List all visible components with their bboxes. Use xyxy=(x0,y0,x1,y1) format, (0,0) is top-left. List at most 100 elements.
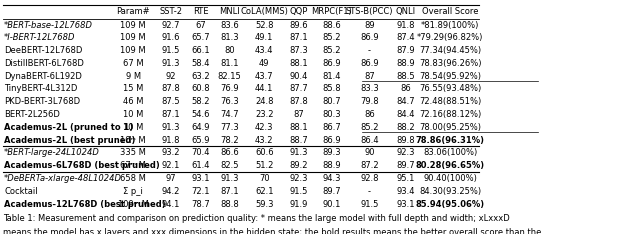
Text: 88.1: 88.1 xyxy=(289,123,308,132)
Text: 65.9: 65.9 xyxy=(191,136,210,145)
Text: 78.00(95.25%): 78.00(95.25%) xyxy=(419,123,481,132)
Text: 86: 86 xyxy=(400,84,411,94)
Text: 87.7: 87.7 xyxy=(289,84,308,94)
Text: 54.6: 54.6 xyxy=(191,110,210,119)
Text: 77.3: 77.3 xyxy=(220,123,239,132)
Text: *BERT-large-24L1024D: *BERT-large-24L1024D xyxy=(4,148,100,157)
Text: 88.1: 88.1 xyxy=(289,59,308,68)
Text: 79.8: 79.8 xyxy=(360,97,379,106)
Text: 87.5: 87.5 xyxy=(161,97,180,106)
Text: MNLI: MNLI xyxy=(220,7,240,16)
Text: Σ p_i: Σ p_i xyxy=(124,187,143,196)
Text: 91.9: 91.9 xyxy=(289,200,308,208)
Text: 67: 67 xyxy=(195,21,206,29)
Text: 87.8: 87.8 xyxy=(289,97,308,106)
Text: 52.8: 52.8 xyxy=(255,21,273,29)
Text: 91.8: 91.8 xyxy=(396,21,415,29)
Text: *I-BERT-12L768D: *I-BERT-12L768D xyxy=(4,33,76,42)
Text: 94.2: 94.2 xyxy=(162,187,180,196)
Text: QQP: QQP xyxy=(289,7,308,16)
Text: 88.5: 88.5 xyxy=(396,72,415,81)
Text: 91.8: 91.8 xyxy=(161,136,180,145)
Text: 88.9: 88.9 xyxy=(396,59,415,68)
Text: DistillBERT-6L768D: DistillBERT-6L768D xyxy=(4,59,84,68)
Text: 94.1: 94.1 xyxy=(162,200,180,208)
Text: 61.4: 61.4 xyxy=(191,161,210,170)
Text: -: - xyxy=(368,187,371,196)
Text: 9 M: 9 M xyxy=(125,72,141,81)
Text: 87.1: 87.1 xyxy=(289,33,308,42)
Text: Academus-2L (pruned to 1): Academus-2L (pruned to 1) xyxy=(4,123,133,132)
Text: Param#: Param# xyxy=(116,7,150,16)
Text: 66.1: 66.1 xyxy=(191,46,210,55)
Text: 49.1: 49.1 xyxy=(255,33,273,42)
Text: 76.55(93.48%): 76.55(93.48%) xyxy=(419,84,481,94)
Text: 82.15: 82.15 xyxy=(218,72,242,81)
Text: 109ᵐ M: 109ᵐ M xyxy=(118,200,148,208)
Text: DeeBERT-12L768D: DeeBERT-12L768D xyxy=(4,46,83,55)
Text: Academus-12L768D (best pruned): Academus-12L768D (best pruned) xyxy=(4,200,166,208)
Text: 65.7: 65.7 xyxy=(191,33,210,42)
Text: 15 M: 15 M xyxy=(123,84,143,94)
Text: 92.8: 92.8 xyxy=(360,174,378,183)
Text: 72.16(88.12%): 72.16(88.12%) xyxy=(419,110,481,119)
Text: *79.29(96.82%): *79.29(96.82%) xyxy=(417,33,483,42)
Text: 109 M: 109 M xyxy=(120,46,146,55)
Text: 89.7: 89.7 xyxy=(322,187,341,196)
Text: *81.89(100%): *81.89(100%) xyxy=(421,21,479,29)
Text: 109 M: 109 M xyxy=(120,33,146,42)
Text: 84.7: 84.7 xyxy=(396,97,415,106)
Text: 87.4: 87.4 xyxy=(396,33,415,42)
Text: 88.6: 88.6 xyxy=(322,21,341,29)
Text: 90.1: 90.1 xyxy=(323,200,340,208)
Text: 81.3: 81.3 xyxy=(220,33,239,42)
Text: 90.40(100%): 90.40(100%) xyxy=(423,174,477,183)
Text: 86: 86 xyxy=(364,110,374,119)
Text: 335 M: 335 M xyxy=(120,148,147,157)
Text: 85.2: 85.2 xyxy=(323,33,340,42)
Text: 23.2: 23.2 xyxy=(255,110,273,119)
Text: 43.4: 43.4 xyxy=(255,46,273,55)
Text: 85.2: 85.2 xyxy=(323,46,340,55)
Text: Cocktail: Cocktail xyxy=(4,187,38,196)
Text: 67ᵐ M: 67ᵐ M xyxy=(120,161,147,170)
Text: 86.9: 86.9 xyxy=(322,59,341,68)
Text: 72.48(88.51%): 72.48(88.51%) xyxy=(419,97,481,106)
Text: SST-2: SST-2 xyxy=(159,7,182,16)
Text: 93.1: 93.1 xyxy=(191,174,210,183)
Text: 60.8: 60.8 xyxy=(191,84,210,94)
Text: 92.3: 92.3 xyxy=(396,148,415,157)
Text: 86.9: 86.9 xyxy=(360,33,379,42)
Text: 89.6: 89.6 xyxy=(289,21,308,29)
Text: 91.5: 91.5 xyxy=(289,187,308,196)
Text: 92.1: 92.1 xyxy=(162,161,180,170)
Text: 89.8: 89.8 xyxy=(396,136,415,145)
Text: 81.1: 81.1 xyxy=(220,59,239,68)
Text: Table 1: Measurement and comparison on prediction quality: * means the large mod: Table 1: Measurement and comparison on p… xyxy=(3,213,509,223)
Text: 92: 92 xyxy=(166,72,176,81)
Text: 87.3: 87.3 xyxy=(289,46,308,55)
Text: 60.6: 60.6 xyxy=(255,148,273,157)
Text: 90.4: 90.4 xyxy=(289,72,308,81)
Text: 86.6: 86.6 xyxy=(220,148,239,157)
Text: 85.2: 85.2 xyxy=(360,123,378,132)
Text: 86.9: 86.9 xyxy=(322,136,341,145)
Text: 93.1: 93.1 xyxy=(396,200,415,208)
Text: 63.2: 63.2 xyxy=(191,72,210,81)
Text: Academus-6L768D (best pruned): Academus-6L768D (best pruned) xyxy=(4,161,160,170)
Text: 78.54(95.92%): 78.54(95.92%) xyxy=(419,72,481,81)
Text: -: - xyxy=(368,46,371,55)
Text: 95.1: 95.1 xyxy=(396,174,415,183)
Text: 46 M: 46 M xyxy=(123,97,143,106)
Text: 78.7: 78.7 xyxy=(191,200,210,208)
Text: 10ᵐ M: 10ᵐ M xyxy=(120,136,146,145)
Text: 58.2: 58.2 xyxy=(191,97,210,106)
Text: PKD-BERT-3L768D: PKD-BERT-3L768D xyxy=(4,97,80,106)
Text: 87.9: 87.9 xyxy=(396,46,415,55)
Text: 84.30(93.25%): 84.30(93.25%) xyxy=(419,187,481,196)
Text: 59.3: 59.3 xyxy=(255,200,273,208)
Text: 70.4: 70.4 xyxy=(191,148,210,157)
Text: 85.94(95.06%): 85.94(95.06%) xyxy=(415,200,484,208)
Text: 91.3: 91.3 xyxy=(161,59,180,68)
Text: 89.3: 89.3 xyxy=(322,148,341,157)
